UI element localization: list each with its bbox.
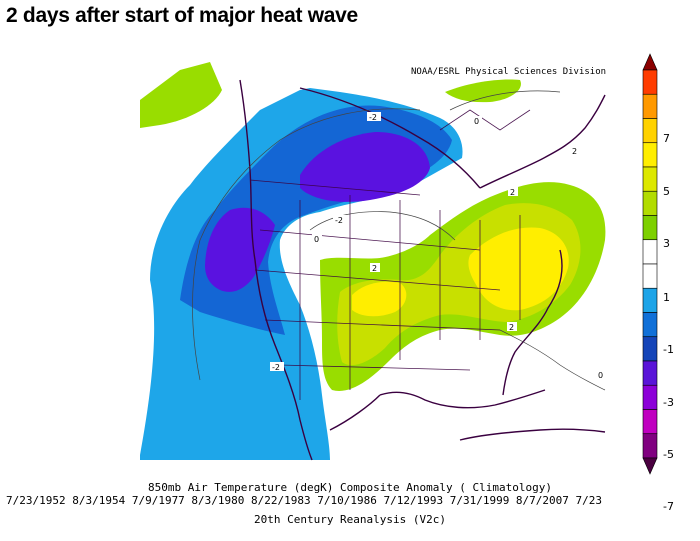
anomaly-region-purple-north	[300, 132, 430, 202]
contour-labels: -2 0 -2 2 2 2 -2 0 0 2	[270, 112, 606, 380]
colorbar-label: 7	[663, 132, 670, 145]
colorbar-segment	[642, 263, 658, 289]
contour-label: -2	[335, 216, 343, 225]
colorbar-arrow-bottom	[642, 457, 658, 475]
state-borders	[249, 109, 531, 400]
colorbar-segment	[642, 336, 658, 362]
colorbar-label: 3	[663, 237, 670, 250]
colorbar	[642, 53, 658, 475]
colorbar-segment	[642, 433, 658, 459]
caption-dates: 7/23/1952 8/3/1954 7/9/1977 8/3/1980 8/2…	[6, 494, 603, 507]
colorbar-segment	[642, 384, 658, 410]
credit-label: NOAA/ESRL Physical Sciences Division	[411, 67, 607, 77]
colorbar-segment	[642, 239, 658, 265]
contour-label: -2	[369, 113, 377, 122]
colorbar-segment	[642, 93, 658, 119]
colorbar-label: 1	[663, 291, 670, 304]
colorbar-segment	[642, 287, 658, 313]
contour-label: -2	[272, 363, 280, 372]
anomaly-region-green-northeast	[445, 79, 521, 103]
colorbar-segment	[642, 166, 658, 192]
contour-label: 0	[598, 371, 603, 380]
anomaly-region-yellow-plains	[352, 281, 407, 317]
colorbar-segment	[642, 360, 658, 386]
page-title: 2 days after start of major heat wave	[6, 4, 358, 27]
contour-label: 2	[510, 188, 515, 197]
contour-label: 0	[474, 117, 479, 126]
coastline	[239, 79, 606, 461]
colorbar-segment	[642, 118, 658, 144]
colorbar-segment	[642, 69, 658, 95]
anomaly-region-purple-west	[205, 207, 275, 292]
colorbar-label: -3	[663, 396, 674, 409]
contour-label: 2	[509, 323, 514, 332]
caption-dataset: 20th Century Reanalysis (V2c)	[253, 513, 447, 526]
colorbar-label: -5	[663, 448, 674, 461]
colorbar-segment	[642, 215, 658, 241]
colorbar-arrow-top	[642, 53, 658, 71]
contour-label: 0	[314, 235, 319, 244]
colorbar-segment	[642, 190, 658, 216]
contour-label: 2	[572, 147, 577, 156]
colorbar-segment	[642, 142, 658, 168]
colorbar-label: -7	[663, 500, 674, 513]
colorbar-segment	[642, 409, 658, 435]
colorbar-segment	[642, 312, 658, 338]
contour-lines	[192, 90, 606, 391]
colorbar-label: 5	[663, 185, 670, 198]
colorbar-label: -1	[663, 343, 674, 356]
contour-label: 2	[372, 264, 377, 273]
anomaly-region-green-northwest	[140, 62, 222, 128]
caption-variable: 850mb Air Temperature (degK) Composite A…	[148, 481, 552, 494]
